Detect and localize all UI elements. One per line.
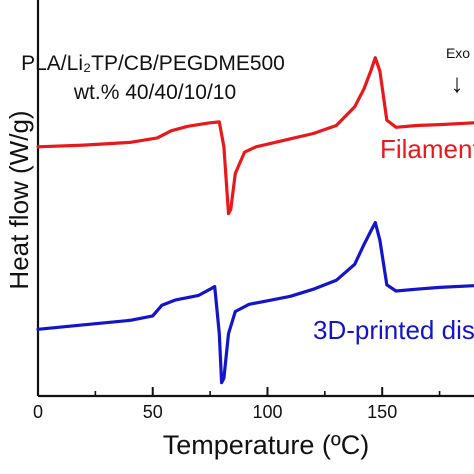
x-ticks: 0 50 100 150 bbox=[33, 387, 441, 422]
x-axis-label: Temperature (ºC) bbox=[163, 430, 369, 460]
x-tick-label: 0 bbox=[33, 402, 43, 422]
series-label-disc: 3D-printed disc bbox=[313, 315, 474, 345]
series-layer bbox=[36, 56, 474, 385]
x-tick-label: 50 bbox=[143, 402, 163, 422]
composition-label-line2: wt.% 40/40/10/10 bbox=[73, 81, 236, 104]
x-tick-label: 100 bbox=[252, 402, 282, 422]
series-label-filament: Filament bbox=[380, 134, 474, 164]
y-axis-label: Heat flow (W/g) bbox=[4, 110, 34, 289]
exo-label: Exo bbox=[446, 45, 470, 61]
exo-arrow-icon: ↓ bbox=[451, 68, 464, 98]
series-line-filament bbox=[36, 56, 474, 216]
composition-label-line1: PLA/Li₂TP/CB/PEGDME500 bbox=[21, 52, 285, 75]
x-tick-label: 150 bbox=[367, 402, 397, 422]
series-line-disc bbox=[36, 220, 474, 385]
